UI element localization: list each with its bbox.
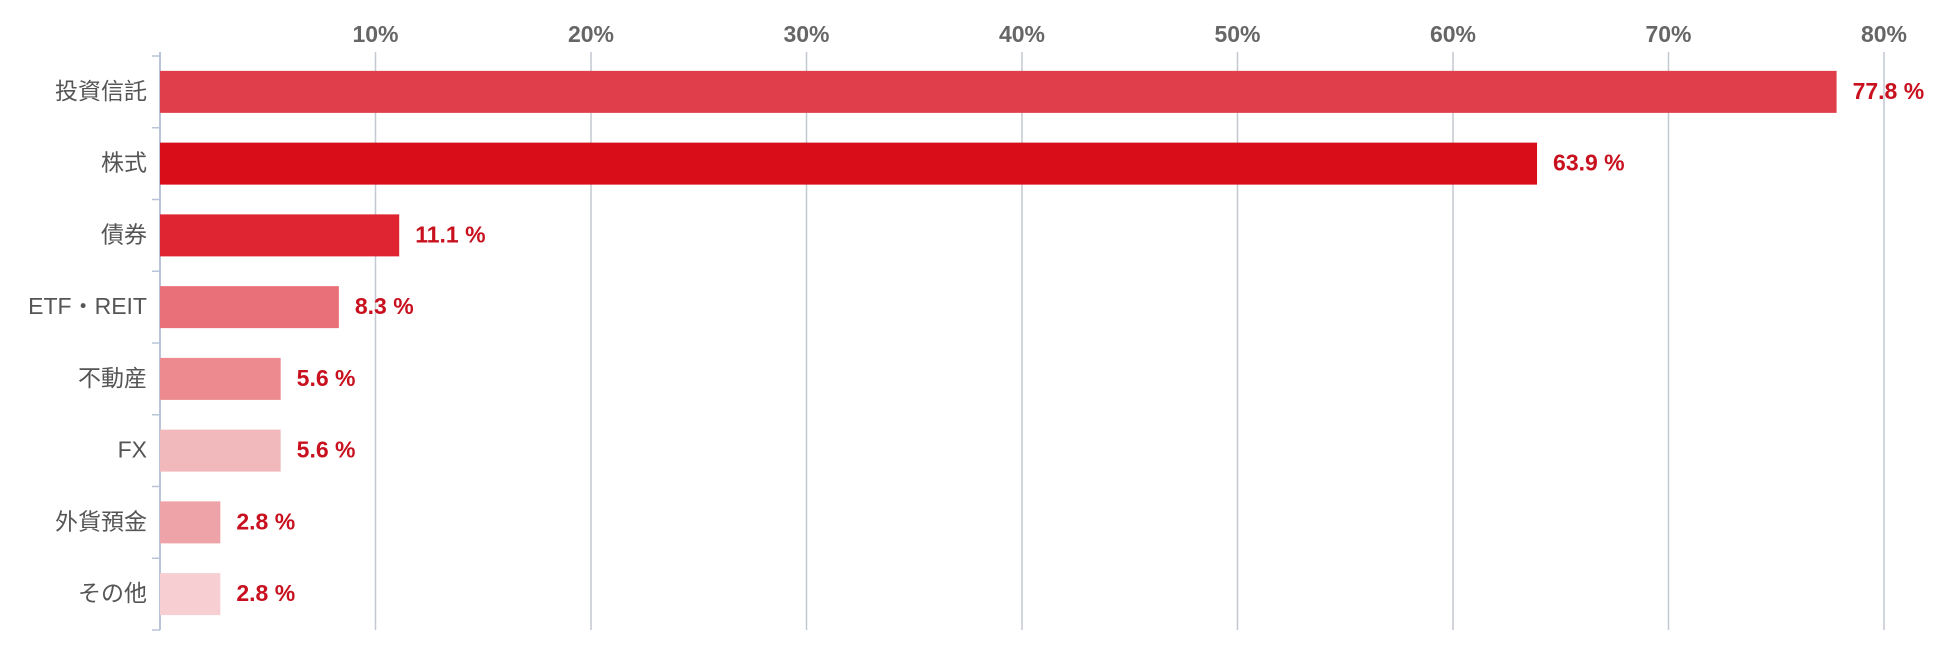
value-label: 2.8 % xyxy=(236,508,295,534)
bar xyxy=(160,286,339,329)
y-tick-label: 株式 xyxy=(101,150,147,176)
bar xyxy=(160,501,221,544)
y-tick-label: 投資信託 xyxy=(55,78,147,104)
y-tick-label: 不動産 xyxy=(78,365,147,391)
value-label: 5.6 % xyxy=(297,365,356,391)
y-tick-label: その他 xyxy=(78,580,147,606)
bar xyxy=(160,573,221,616)
x-tick-label: 10% xyxy=(352,21,398,47)
value-label: 11.1 % xyxy=(415,221,485,247)
x-tick-label: 80% xyxy=(1861,21,1907,47)
bar xyxy=(160,214,400,257)
y-tick-label: 外貨預金 xyxy=(55,508,147,534)
value-label: 8.3 % xyxy=(355,293,414,319)
x-tick-label: 40% xyxy=(999,21,1045,47)
bar xyxy=(160,142,1538,185)
bar xyxy=(160,429,281,472)
x-tick-label: 70% xyxy=(1645,21,1691,47)
x-tick-label: 20% xyxy=(568,21,614,47)
value-label: 2.8 % xyxy=(236,580,295,606)
y-tick-label: 債券 xyxy=(101,221,147,247)
x-tick-label: 30% xyxy=(783,21,829,47)
bar xyxy=(160,70,1837,113)
x-tick-label: 50% xyxy=(1214,21,1260,47)
y-tick-label: FX xyxy=(118,437,147,463)
value-label: 77.8 % xyxy=(1853,78,1925,104)
x-tick-label: 60% xyxy=(1430,21,1476,47)
value-label: 63.9 % xyxy=(1553,150,1625,176)
bar xyxy=(160,357,281,400)
value-label: 5.6 % xyxy=(297,437,356,463)
y-tick-label: ETF・REIT xyxy=(28,293,147,319)
